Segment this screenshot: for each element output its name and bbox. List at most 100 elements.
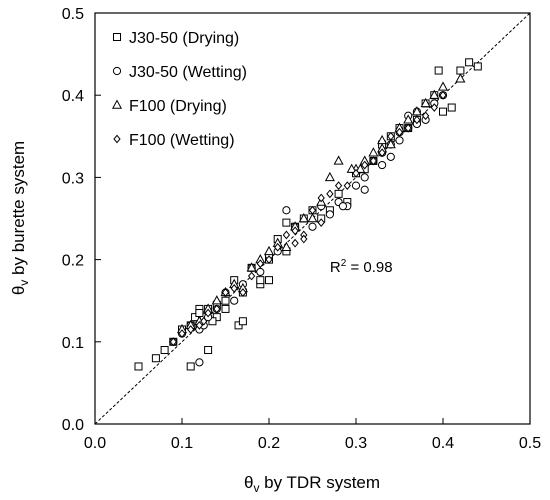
data-point-diamond xyxy=(256,259,264,269)
data-point-diamond xyxy=(421,111,430,121)
data-point-circle xyxy=(308,222,317,231)
data-point-square xyxy=(151,354,160,363)
data-point-circle xyxy=(195,358,204,367)
data-point-circle xyxy=(230,296,239,305)
data-point-square xyxy=(256,276,265,285)
plot-frame xyxy=(94,12,531,425)
x-tick-label: 0.4 xyxy=(432,435,454,452)
x-tick-label: 0.5 xyxy=(519,435,541,452)
data-point-diamond xyxy=(439,90,447,100)
data-point-diamond xyxy=(178,329,186,338)
legend-marker-triangle xyxy=(111,99,123,109)
x-tick-label: 0.2 xyxy=(258,435,280,452)
data-point-diamond xyxy=(334,181,343,191)
data-point-square xyxy=(334,189,343,198)
data-point-triangle xyxy=(368,147,379,157)
data-point-diamond xyxy=(352,168,360,178)
r-squared-annotation: R2 = 0.98 xyxy=(330,258,393,276)
data-point-diamond xyxy=(195,320,204,330)
data-point-triangle xyxy=(263,245,275,256)
data-point-square xyxy=(160,346,169,355)
y-tick-label: 0.3 xyxy=(62,170,84,187)
data-point-circle xyxy=(351,181,361,190)
y-axis-label-theta: θ xyxy=(9,286,28,295)
data-point-square xyxy=(186,362,195,371)
data-point-triangle xyxy=(281,241,292,251)
x-axis-label-theta: θ xyxy=(244,473,253,492)
x-tick-label: 0.3 xyxy=(345,435,367,452)
data-point-diamond xyxy=(430,103,438,112)
data-point-diamond xyxy=(239,288,247,297)
data-point-triangle xyxy=(411,106,422,116)
data-point-diamond xyxy=(404,123,412,133)
x-axis-label-subscript: v xyxy=(253,481,259,495)
data-point-diamond xyxy=(282,230,291,240)
r-squared-superscript: 2 xyxy=(341,258,347,269)
data-point-circle xyxy=(338,202,348,211)
y-tick-label: 0.0 xyxy=(62,417,84,434)
data-point-diamond xyxy=(213,304,221,314)
data-point-diamond xyxy=(204,308,212,318)
y-tick-label: 0.2 xyxy=(62,253,84,270)
data-point-square xyxy=(195,309,204,318)
data-point-diamond xyxy=(169,337,177,347)
data-point-diamond xyxy=(274,242,282,252)
data-point-square xyxy=(221,296,230,305)
data-point-diamond xyxy=(308,205,317,215)
data-point-diamond xyxy=(247,271,256,281)
y-axis-label-subscript: v xyxy=(17,280,31,286)
data-point-triangle xyxy=(377,134,388,145)
data-point-square xyxy=(134,362,143,371)
data-point-diamond xyxy=(200,316,208,326)
data-point-diamond xyxy=(230,283,238,293)
y-axis-label: θv by burette system xyxy=(9,141,31,295)
data-point-diamond xyxy=(291,238,299,248)
data-point-square xyxy=(191,313,200,322)
data-point-square xyxy=(265,276,273,285)
data-point-diamond xyxy=(221,288,230,297)
data-point-triangle xyxy=(333,155,344,165)
data-point-square xyxy=(473,62,482,71)
data-point-diamond xyxy=(300,234,308,244)
x-axis-label: θv by TDR system xyxy=(244,473,380,495)
data-point-diamond xyxy=(413,115,421,125)
data-point-diamond xyxy=(378,148,386,158)
y-tick-label: 0.1 xyxy=(62,335,84,352)
data-point-diamond xyxy=(369,156,378,166)
legend: J30-50 (Drying) J30-50 (Wetting) F100 (Dry… xyxy=(111,30,247,149)
legend-label: F100 (Drying) xyxy=(129,98,227,115)
data-point-square xyxy=(456,66,465,75)
data-point-triangle xyxy=(437,81,449,91)
data-point-diamond xyxy=(343,181,351,191)
data-point-triangle xyxy=(420,97,431,108)
legend-label: J30-50 (Wetting) xyxy=(129,64,247,81)
data-point-triangle xyxy=(298,212,309,223)
data-point-triangle xyxy=(355,163,366,173)
r-squared-prefix: R xyxy=(330,259,341,276)
legend-marker-square xyxy=(113,33,121,41)
legend-label: F100 (Wetting) xyxy=(129,132,235,149)
data-point-square xyxy=(238,317,247,326)
data-point-square xyxy=(447,103,456,112)
legend-marker-circle xyxy=(112,66,122,76)
x-tick-label: 0.0 xyxy=(84,435,106,452)
data-point-circle xyxy=(325,210,334,219)
data-point-diamond xyxy=(395,127,404,137)
data-point-square xyxy=(434,66,443,75)
data-point-circle xyxy=(360,173,369,182)
x-axis-label-text: by TDR system xyxy=(259,473,380,492)
data-point-circle xyxy=(282,206,291,215)
r-squared-value: = 0.98 xyxy=(346,259,392,276)
data-point-triangle xyxy=(429,89,440,99)
data-point-diamond xyxy=(317,193,325,203)
data-point-diamond xyxy=(291,226,299,236)
data-point-triangle xyxy=(307,212,318,223)
data-point-circle xyxy=(378,160,387,170)
data-point-square xyxy=(212,313,221,322)
data-point-square xyxy=(234,321,243,330)
data-point-diamond xyxy=(326,189,334,199)
y-tick-label: 0.4 xyxy=(62,88,84,105)
data-point-circle xyxy=(256,267,265,277)
data-point-square xyxy=(465,58,474,67)
